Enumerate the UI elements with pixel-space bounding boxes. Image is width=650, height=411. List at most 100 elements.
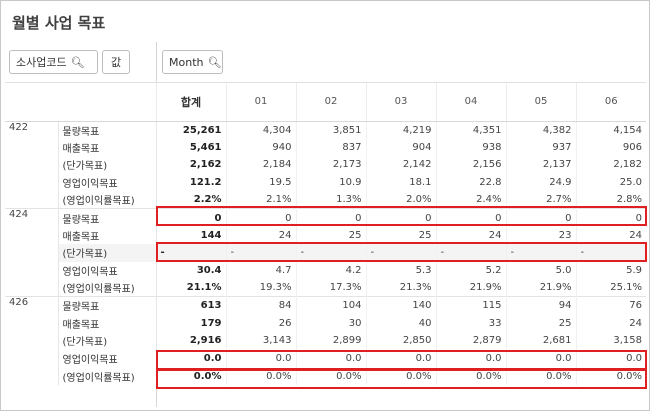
header-blank [5, 83, 58, 122]
month-value-cell: 2,850 [365, 332, 436, 350]
month-value-cell: 4,351 [435, 121, 506, 139]
month-value-cell: 0.0 [365, 349, 436, 368]
month-value-cell: 0.0% [575, 367, 646, 385]
column-header-month[interactable]: 03 [365, 83, 436, 122]
month-value-cell: 938 [435, 138, 506, 157]
month-value-cell: 0.0% [435, 367, 506, 385]
month-value-cell: 140 [365, 296, 436, 315]
month-value-cell: 0.0% [505, 367, 576, 385]
month-value-cell: 24.9 [505, 173, 576, 192]
month-value-cell: 0.0 [575, 349, 646, 368]
month-value-cell: 2,184 [225, 156, 296, 174]
month-value-cell: 5.9 [575, 261, 646, 280]
month-value-cell: 3,851 [295, 121, 366, 139]
column-header-total[interactable]: 합계 [155, 83, 226, 122]
month-value-cell: 2,142 [365, 156, 436, 174]
column-header-month[interactable]: 05 [505, 83, 576, 122]
metric-label-cell: (영업이익률목표) [58, 367, 157, 385]
search-icon[interactable]: 🔍︎ [207, 55, 222, 69]
metric-label-cell: 물량목표 [58, 208, 157, 227]
month-value-cell: 0 [295, 208, 366, 227]
metric-label-cell: 물량목표 [58, 121, 157, 139]
metric-label-cell: (단가목표) [58, 332, 157, 350]
column-header-month[interactable]: 04 [435, 83, 506, 122]
month-value-cell: 940 [225, 138, 296, 157]
month-value-cell: 24 [575, 226, 646, 245]
month-value-cell: 0.0% [225, 367, 296, 385]
month-chip-label: Month [169, 55, 204, 69]
month-value-cell: 21.3% [365, 279, 436, 297]
search-icon[interactable]: 🔍︎ [70, 55, 85, 69]
metric-label-cell: 매출목표 [58, 314, 157, 333]
values-chip-label: 값 [110, 56, 122, 69]
month-value-cell: 24 [225, 226, 296, 245]
month-value-cell: 19.5 [225, 173, 296, 192]
row-dimensions-area: 소사업코드 🔍︎ 값 [5, 42, 156, 82]
column-header-month[interactable]: 01 [225, 83, 296, 122]
month-value-cell: 4.7 [225, 261, 296, 280]
table-row: 영업이익목표 121.2 19.5 10.9 18.1 22.8 24.9 25.0 [5, 173, 646, 192]
page-title: 월별 사업 목표 [12, 14, 106, 32]
month-value-cell: - [505, 244, 576, 262]
month-value-cell: 2.0% [365, 191, 436, 209]
month-value-cell: 19.3% [225, 279, 296, 297]
month-value-cell: 18.1 [365, 173, 436, 192]
month-value-cell: 17.3% [295, 279, 366, 297]
total-value-cell: 179 [155, 314, 226, 333]
metric-label-cell: (영업이익률목표) [58, 191, 157, 209]
total-value-cell: 5,461 [155, 138, 226, 157]
month-value-cell: 21.9% [435, 279, 506, 297]
row-code-cell[interactable]: 426 [5, 296, 59, 385]
total-value-cell: 613 [155, 296, 226, 315]
total-value-cell: 144 [155, 226, 226, 245]
month-value-cell: 5.0 [505, 261, 576, 280]
table-row: 424 물량목표 0 0 0 0 0 0 0 [5, 208, 646, 297]
table-row: (영업이익률목표) 21.1% 19.3% 17.3% 21.3% 21.9% 21.9% 2… [5, 279, 646, 297]
month-value-cell: 0.0 [505, 349, 576, 368]
month-value-cell: 904 [365, 138, 436, 157]
month-value-cell: 3,143 [225, 332, 296, 350]
column-dimension-chip-month[interactable]: Month 🔍︎ [162, 50, 223, 74]
month-value-cell: 1.3% [295, 191, 366, 209]
month-value-cell: - [295, 244, 366, 262]
month-value-cell: 0 [505, 208, 576, 227]
month-value-cell: 25 [365, 226, 436, 245]
total-value-cell: 0 [155, 208, 226, 227]
row-code-cell[interactable]: 422 [5, 121, 59, 209]
row-code-cell[interactable]: 424 [5, 208, 59, 297]
values-chip[interactable]: 값 [102, 50, 130, 74]
month-value-cell: 26 [225, 314, 296, 333]
month-value-cell: 5.3 [365, 261, 436, 280]
metric-label-cell: 매출목표 [58, 138, 157, 157]
total-value-cell: 2,162 [155, 156, 226, 174]
month-value-cell: 2.4% [435, 191, 506, 209]
total-value-cell: 2,916 [155, 332, 226, 350]
month-value-cell: 2,156 [435, 156, 506, 174]
total-value-cell: 21.1% [155, 279, 226, 297]
month-value-cell: 837 [295, 138, 366, 157]
month-value-cell: 76 [575, 296, 646, 315]
table-row: 영업이익목표 30.4 4.7 4.2 5.3 5.2 5.0 5.9 [5, 261, 646, 280]
month-value-cell: 0.0% [365, 367, 436, 385]
metric-label-cell: (영업이익률목표) [58, 279, 157, 297]
month-value-cell: 25 [295, 226, 366, 245]
table-row: 422 물량목표 25,261 4,304 3,851 4,219 4,351 4,382 4,… [5, 121, 646, 209]
metric-label-cell: 물량목표 [58, 296, 157, 315]
month-value-cell: 94 [505, 296, 576, 315]
month-value-cell: - [365, 244, 436, 262]
column-header-month[interactable]: 06 [575, 83, 646, 122]
dimension-chip-label: 소사업코드 [16, 56, 67, 69]
dimension-chip-subbusiness-code[interactable]: 소사업코드 🔍︎ [9, 50, 98, 74]
month-value-cell: 5.2 [435, 261, 506, 280]
table-row: 매출목표 144 24 25 25 24 23 24 [5, 226, 646, 245]
header-blank [58, 83, 156, 122]
column-header-month[interactable]: 02 [295, 83, 366, 122]
month-value-cell: 2.7% [505, 191, 576, 209]
month-value-cell: 115 [435, 296, 506, 315]
month-value-cell: 25.0 [575, 173, 646, 192]
month-value-cell: 0 [575, 208, 646, 227]
table-row: (단가목표) 2,162 2,184 2,173 2,142 2,156 2,137 2,18… [5, 156, 646, 174]
total-value-cell: 0.0 [155, 349, 226, 368]
month-value-cell: 0.0 [225, 349, 296, 368]
month-value-cell: 906 [575, 138, 646, 157]
